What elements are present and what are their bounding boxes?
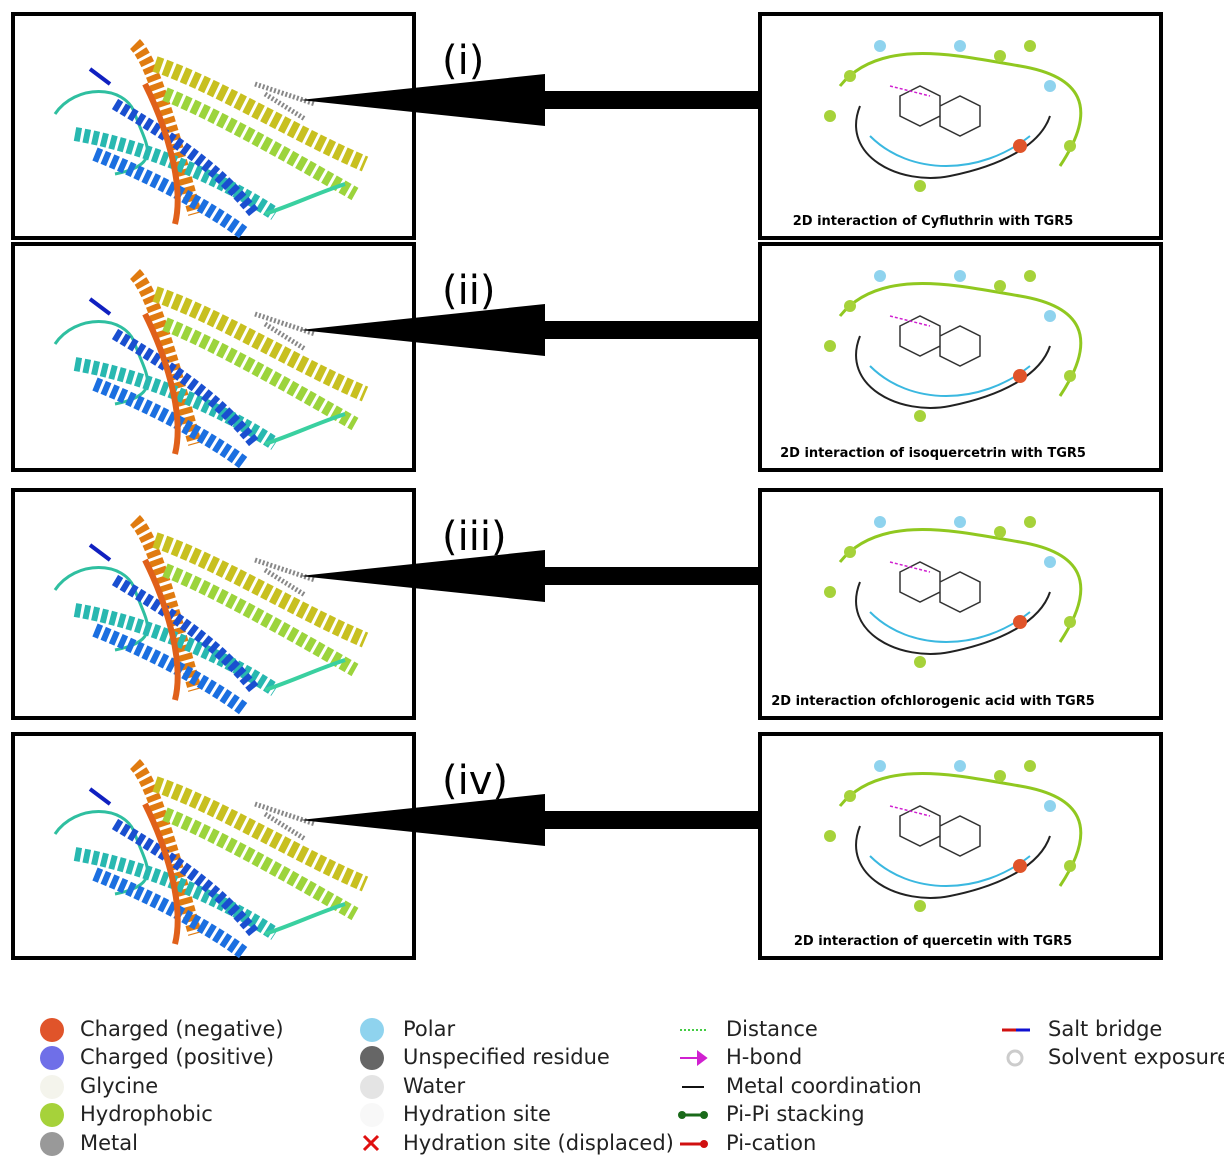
legend-label: Metal coordination [726, 1074, 922, 1098]
legend-label: Pi-Pi stacking [726, 1102, 865, 1126]
panel-row: (ii) 2D interaction of isoquercetrin with… [13, 244, 1161, 470]
panel-label: (ii) [442, 268, 495, 314]
diagram-caption: 2D interaction ofchlorogenic acid with T… [771, 694, 1095, 709]
structure-box [13, 734, 414, 958]
legend-label: Distance [726, 1017, 818, 1041]
figure: (i) 2D interaction of Cyfluthrin with TGR… [0, 0, 1224, 1157]
arrow-shaft [520, 321, 758, 339]
panel-label: (iii) [442, 514, 507, 560]
diagram-caption: 2D interaction of quercetin with TGR5 [794, 934, 1072, 949]
legend: Charged (negative) Charged (positive) Glyc… [40, 1017, 1224, 1156]
legend-label: Water [403, 1074, 465, 1098]
arrow-shaft [520, 811, 758, 829]
arrow-shaft [520, 567, 758, 585]
legend-label: Unspecified residue [403, 1045, 610, 1069]
panel-row: (i) 2D interaction of Cyfluthrin with TGR… [13, 14, 1161, 238]
legend-label: Hydrophobic [80, 1102, 213, 1126]
legend-label: Polar [403, 1017, 455, 1041]
legend-label: Solvent exposure [1048, 1045, 1224, 1069]
legend-label: Hydration site (displaced) [403, 1131, 674, 1155]
diagram-caption: 2D interaction of isoquercetrin with TGR… [780, 446, 1086, 461]
diagram-caption: 2D interaction of Cyfluthrin with TGR5 [793, 214, 1074, 229]
panel-label: (i) [442, 38, 484, 84]
arrow-shaft [520, 91, 758, 109]
panel-row: (iv) 2D interaction of quercetin with TGR… [13, 734, 1161, 958]
legend-label: Pi-cation [726, 1131, 816, 1155]
legend-label: H-bond [726, 1045, 802, 1069]
legend-label: Charged (positive) [80, 1045, 274, 1069]
legend-label: Salt bridge [1048, 1017, 1162, 1041]
legend-label: Hydration site [403, 1102, 551, 1126]
legend-label: Charged (negative) [80, 1017, 284, 1041]
panel-label: (iv) [442, 758, 508, 804]
legend-label: Metal [80, 1131, 138, 1155]
structure-box [13, 14, 414, 238]
legend-label: Glycine [80, 1074, 158, 1098]
panel-row: (iii) 2D interaction ofchlorogenic acid w… [13, 490, 1161, 718]
